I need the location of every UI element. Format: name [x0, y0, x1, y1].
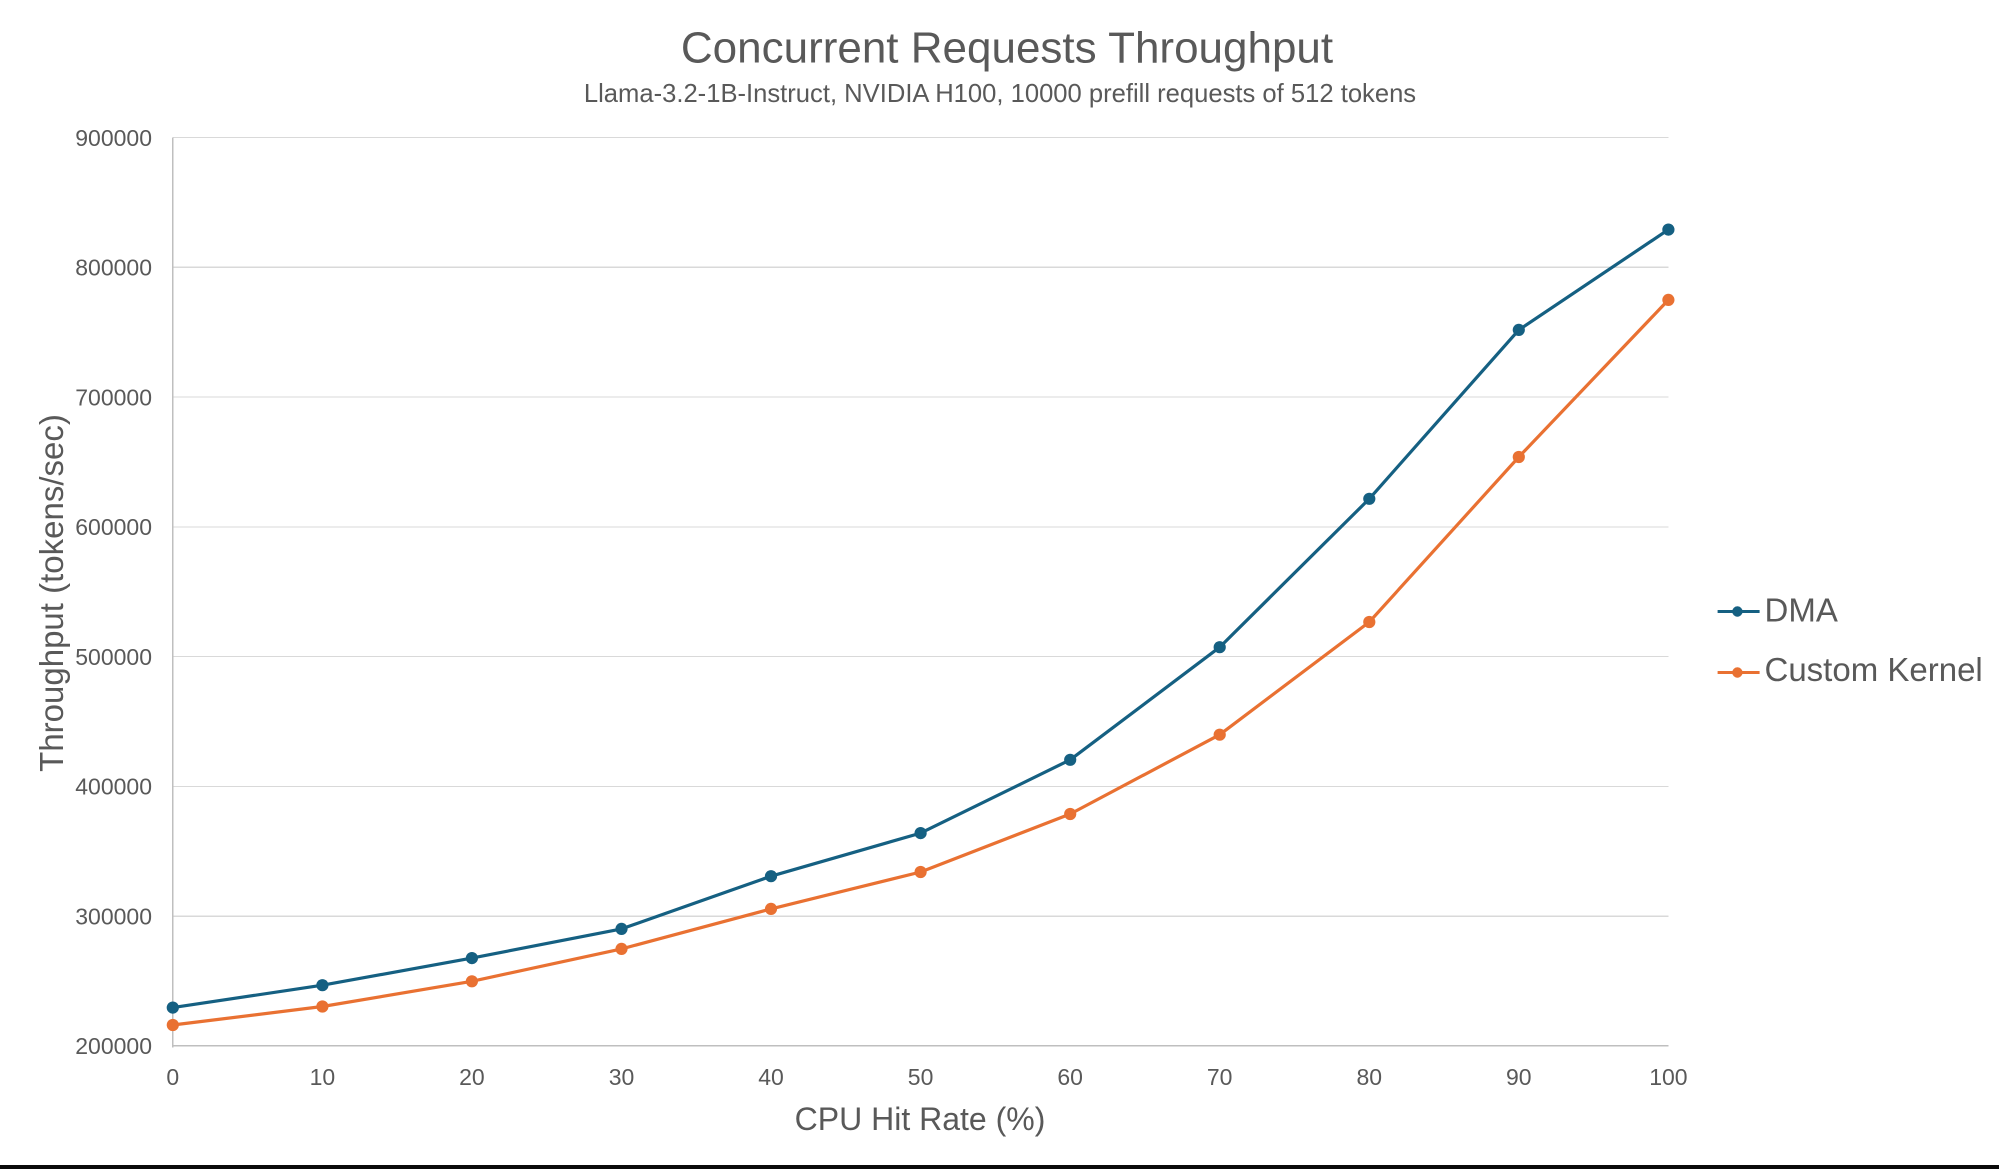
svg-text:50: 50: [908, 1064, 934, 1090]
svg-text:600000: 600000: [75, 514, 152, 540]
svg-text:100: 100: [1649, 1064, 1687, 1090]
svg-text:300000: 300000: [75, 904, 152, 930]
svg-text:900000: 900000: [75, 125, 152, 151]
svg-text:200000: 200000: [75, 1033, 152, 1059]
svg-text:CPU Hit Rate (%): CPU Hit Rate (%): [795, 1101, 1046, 1137]
svg-text:Llama-3.2-1B-Instruct, NVIDIA: Llama-3.2-1B-Instruct, NVIDIA H100, 1000…: [584, 80, 1416, 108]
svg-text:500000: 500000: [75, 644, 152, 670]
svg-text:Concurrent Requests Throughput: Concurrent Requests Throughput: [681, 24, 1333, 73]
svg-text:Custom Kernel: Custom Kernel: [1765, 651, 1983, 688]
svg-text:700000: 700000: [75, 384, 152, 410]
svg-text:30: 30: [609, 1064, 635, 1090]
svg-text:DMA: DMA: [1765, 592, 1838, 629]
svg-text:40: 40: [758, 1064, 784, 1090]
svg-text:70: 70: [1207, 1064, 1233, 1090]
svg-text:Throughput (tokens/sec): Throughput (tokens/sec): [33, 414, 70, 772]
svg-text:20: 20: [459, 1064, 485, 1090]
svg-text:0: 0: [166, 1064, 179, 1090]
svg-text:90: 90: [1506, 1064, 1532, 1090]
svg-text:60: 60: [1057, 1064, 1083, 1090]
svg-text:80: 80: [1357, 1064, 1383, 1090]
svg-text:400000: 400000: [75, 774, 152, 800]
svg-text:800000: 800000: [75, 255, 152, 281]
svg-text:10: 10: [310, 1064, 336, 1090]
